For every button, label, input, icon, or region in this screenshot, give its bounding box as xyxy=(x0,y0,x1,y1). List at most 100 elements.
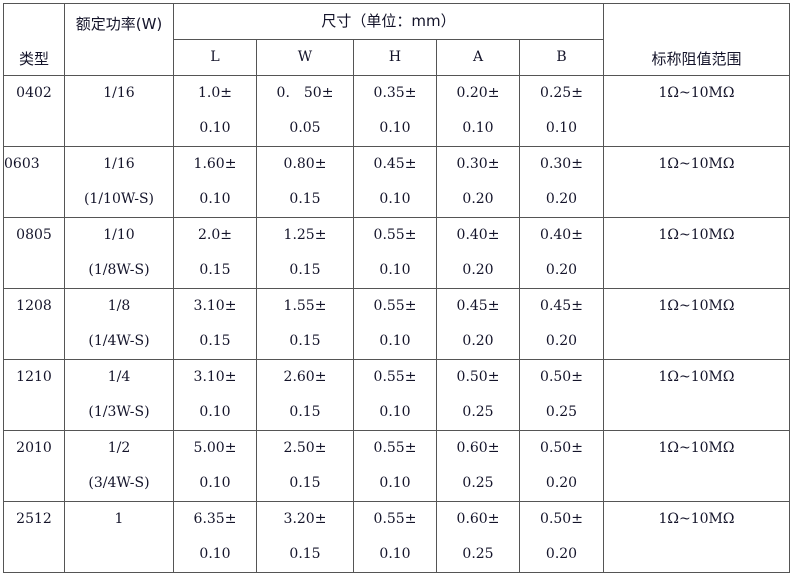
cell-dim-a-line-2: 0.25 xyxy=(462,546,494,562)
table-row: 2010 1/2 (3/4W-S) 5.00± 0.10 2.50± 0.15 0.55± 0.… xyxy=(3,430,790,502)
cell-dim-a-line-2: 0.10 xyxy=(462,120,494,136)
table-row: 0603 1/16 (1/10W-S) 1.60± 0.10 0.80± 0.15 0.45±… xyxy=(3,146,790,218)
cell-dim-h-line-2: 0.10 xyxy=(379,262,411,278)
cell-power-line-2: (3/4W-S) xyxy=(88,475,150,491)
cell-dim-b-line-2: 0.20 xyxy=(545,191,578,207)
cell-power-line-2: (1/4W-S) xyxy=(88,333,150,349)
cell-type: 2010 xyxy=(3,430,65,502)
cell-dim-a-line-2: 0.20 xyxy=(462,191,494,207)
cell-power: 1/8 (1/4W-S) xyxy=(64,288,174,360)
cell-dim-b: 0.30± 0.20 xyxy=(519,146,604,218)
cell-dim-h-line-1: 0.55± xyxy=(373,298,417,314)
cell-type: 1208 xyxy=(3,288,65,360)
cell-dim-a: 0.45± 0.20 xyxy=(436,288,520,360)
cell-range: 1Ω~10MΩ xyxy=(603,75,790,147)
cell-dim-w: 3.20± 0.15 xyxy=(256,501,354,573)
cell-power: 1 xyxy=(64,501,174,573)
cell-dim-l-line-2: 0.15 xyxy=(199,262,231,278)
cell-dim-h-line-2: 0.10 xyxy=(379,120,411,136)
cell-dim-w-line-1: 1.25± xyxy=(283,227,327,243)
cell-power-line-2: (1/10W-S) xyxy=(83,191,155,207)
cell-dim-w-line-2: 0.15 xyxy=(289,262,321,278)
cell-dim-b-line-2: 0.20 xyxy=(545,333,578,349)
cell-type-line-1: 1208 xyxy=(16,298,52,314)
cell-type-line-1: 0402 xyxy=(16,85,52,101)
cell-power: 1/10 (1/8W-S) xyxy=(64,217,174,289)
cell-dim-l: 3.10± 0.10 xyxy=(173,359,257,431)
cell-dim-w: 0.80± 0.15 xyxy=(256,146,354,218)
cell-dim-l-line-2: 0.10 xyxy=(199,120,231,136)
cell-dim-l-line-2: 0.10 xyxy=(199,546,231,562)
cell-dim-h-line-1: 0.35± xyxy=(373,85,417,101)
cell-type: 2512 xyxy=(3,501,65,573)
cell-dim-h: 0.55± 0.10 xyxy=(353,288,437,360)
cell-dim-l-line-2: 0.10 xyxy=(199,404,231,420)
cell-dim-b-line-2: 0.10 xyxy=(545,120,578,136)
cell-dim-h-line-2: 0.10 xyxy=(379,191,411,207)
cell-range: 1Ω~10MΩ xyxy=(603,430,790,502)
header-dim-a: A xyxy=(436,39,520,76)
header-dim-w: W xyxy=(256,39,354,76)
cell-dim-h: 0.45± 0.10 xyxy=(353,146,437,218)
cell-dim-a-line-1: 0.45± xyxy=(456,298,500,314)
cell-dim-a-line-2: 0.20 xyxy=(462,333,494,349)
cell-dim-h: 0.55± 0.10 xyxy=(353,501,437,573)
table-row: 2512 1 6.35± 0.10 3.20± 0.15 0.55± 0.10 0.60± 0.2… xyxy=(3,501,790,573)
cell-dim-w: 2.60± 0.15 xyxy=(256,359,354,431)
cell-dim-w-line-2: 0.15 xyxy=(289,404,321,420)
cell-dim-a-line-1: 0.20± xyxy=(456,85,500,101)
cell-dim-l-line-2: 0.10 xyxy=(199,191,231,207)
table-row: 0805 1/10 (1/8W-S) 2.0± 0.15 1.25± 0.15 0.55± 0.… xyxy=(3,217,790,289)
cell-dim-b-line-2: 0.20 xyxy=(545,262,578,278)
cell-dim-l-line-1: 2.0± xyxy=(198,227,232,243)
cell-power: 1/2 (3/4W-S) xyxy=(64,430,174,502)
header-power: 额定功率(W) xyxy=(64,3,174,76)
cell-dim-a: 0.50± 0.25 xyxy=(436,359,520,431)
cell-dim-a-line-1: 0.60± xyxy=(456,511,500,527)
cell-dim-a-line-1: 0.30± xyxy=(456,156,500,172)
table-row: 1208 1/8 (1/4W-S) 3.10± 0.15 1.55± 0.15 0.55± 0.… xyxy=(3,288,790,360)
cell-power: 1/4 (1/3W-S) xyxy=(64,359,174,431)
cell-range: 1Ω~10MΩ xyxy=(603,288,790,360)
cell-type-line-1: 2512 xyxy=(16,511,52,527)
cell-power-line-1: 1/2 xyxy=(107,440,131,456)
header-dim-l: L xyxy=(173,39,257,76)
cell-dim-w-line-1: 2.50± xyxy=(283,440,327,456)
cell-dim-h-line-2: 0.10 xyxy=(379,475,411,491)
cell-dim-a: 0.30± 0.20 xyxy=(436,146,520,218)
cell-dim-w-line-2: 0.15 xyxy=(289,191,321,207)
cell-power-line-1: 1/16 xyxy=(103,85,135,101)
cell-power-line-1: 1/16 xyxy=(103,156,135,172)
cell-power-line-1: 1/10 xyxy=(103,227,135,243)
resistor-spec-table: 类型 额定功率(W) 尺寸（单位：mm） 标称阻值范围 L W H A B 04… xyxy=(3,3,790,573)
cell-dim-a: 0.40± 0.20 xyxy=(436,217,520,289)
cell-dim-b-line-1: 0.30± xyxy=(540,156,583,172)
cell-dim-h: 0.35± 0.10 xyxy=(353,75,437,147)
cell-dim-h-line-2: 0.10 xyxy=(379,546,411,562)
cell-dim-h: 0.55± 0.10 xyxy=(353,430,437,502)
cell-dim-w: 2.50± 0.15 xyxy=(256,430,354,502)
cell-range-line-1: 1Ω~10MΩ xyxy=(658,440,735,456)
header-range: 标称阻值范围 xyxy=(603,3,790,76)
cell-dim-b: 0.40± 0.20 xyxy=(519,217,604,289)
cell-dim-b-line-2: 0.20 xyxy=(545,475,578,491)
cell-dim-l-line-1: 3.10± xyxy=(193,298,237,314)
cell-dim-l: 5.00± 0.10 xyxy=(173,430,257,502)
cell-range-line-1: 1Ω~10MΩ xyxy=(658,156,735,172)
cell-dim-w-line-1: 1.55± xyxy=(283,298,327,314)
cell-range-line-1: 1Ω~10MΩ xyxy=(658,227,735,243)
cell-dim-l-line-1: 6.35± xyxy=(193,511,237,527)
cell-dim-h-line-1: 0.55± xyxy=(373,511,417,527)
table-row: 1210 1/4 (1/3W-S) 3.10± 0.10 2.60± 0.15 0.55± 0.… xyxy=(3,359,790,431)
cell-dim-h: 0.55± 0.10 xyxy=(353,217,437,289)
cell-type: 0402 xyxy=(3,75,65,147)
cell-dim-b: 0.50± 0.20 xyxy=(519,430,604,502)
cell-range: 1Ω~10MΩ xyxy=(603,217,790,289)
cell-dim-w: 1.55± 0.15 xyxy=(256,288,354,360)
cell-range-line-1: 1Ω~10MΩ xyxy=(658,511,735,527)
header-dim-h: H xyxy=(353,39,437,76)
cell-power-line-2: (1/3W-S) xyxy=(88,404,150,420)
cell-type: 0603 xyxy=(3,146,65,218)
cell-dim-a-line-2: 0.25 xyxy=(462,475,494,491)
cell-dim-l: 1.60± 0.10 xyxy=(173,146,257,218)
